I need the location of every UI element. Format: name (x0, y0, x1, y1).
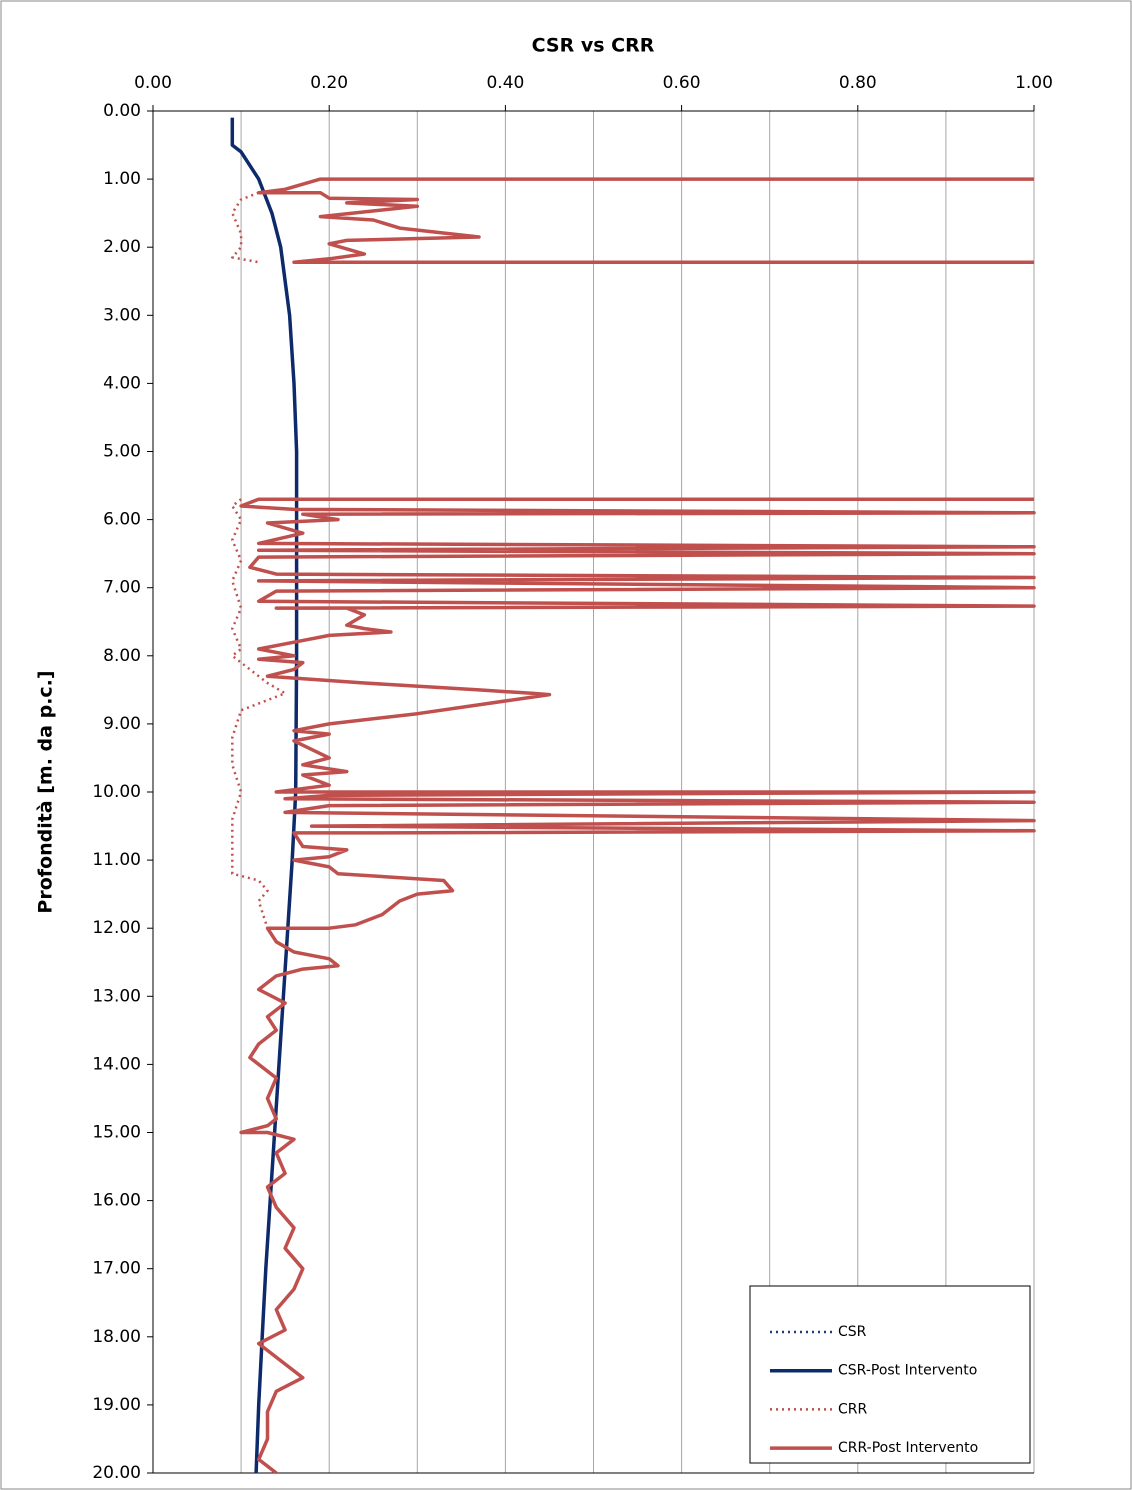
y-tick-label: 0.00 (103, 101, 141, 121)
legend-box (749, 1285, 1031, 1464)
y-tick-label: 14.00 (92, 1054, 141, 1074)
legend-label: CRR-Post Intervento (838, 1440, 978, 1456)
y-tick-label: 13.00 (92, 986, 141, 1006)
x-tick-label: 0.40 (486, 73, 524, 93)
y-tick-label: 4.00 (103, 373, 141, 393)
y-tick-label: 6.00 (103, 510, 141, 530)
y-tick-label: 10.00 (92, 782, 141, 802)
plot-lines (230, 117, 1036, 1475)
y-tick-label: 16.00 (92, 1191, 141, 1211)
y-tick-label: 3.00 (103, 305, 141, 325)
x-tick-label: 0.80 (839, 73, 877, 93)
x-tick-label: 0.20 (310, 73, 348, 93)
legend-label: CSR-Post Intervento (838, 1363, 977, 1379)
y-tick-label: 1.00 (103, 169, 141, 189)
y-tick-label: 2.00 (103, 237, 141, 257)
legend: CSR CSR-Post Intervento CRR CRR-Post Interv… (749, 1285, 1031, 1464)
chart-title: CSR vs CRR (532, 35, 655, 57)
y-tick-label: 19.00 (92, 1395, 141, 1415)
y-tick-label: 12.00 (92, 918, 141, 938)
y-tick-label: 5.00 (103, 442, 141, 462)
series-line (231, 191, 287, 929)
y-tick-label: 17.00 (92, 1259, 141, 1279)
legend-label: CRR (838, 1401, 868, 1417)
x-tick-label: 0.00 (134, 73, 172, 93)
x-tick-label: 1.00 (1015, 73, 1053, 93)
x-tick-label: 0.60 (663, 73, 701, 93)
y-tick-label: 20.00 (92, 1463, 141, 1483)
legend-label: CSR (838, 1324, 867, 1340)
series-line (239, 177, 1036, 1475)
y-tick-label: 9.00 (103, 714, 141, 734)
y-tick-label: 18.00 (92, 1327, 141, 1347)
y-tick-label: 11.00 (92, 850, 141, 870)
y-tick-label: 7.00 (103, 578, 141, 598)
y-tick-label: 8.00 (103, 646, 141, 666)
y-axis-label: Profondità [m. da p.c.] (35, 670, 57, 913)
series-line (230, 117, 299, 1474)
y-tick-label: 15.00 (92, 1123, 141, 1143)
